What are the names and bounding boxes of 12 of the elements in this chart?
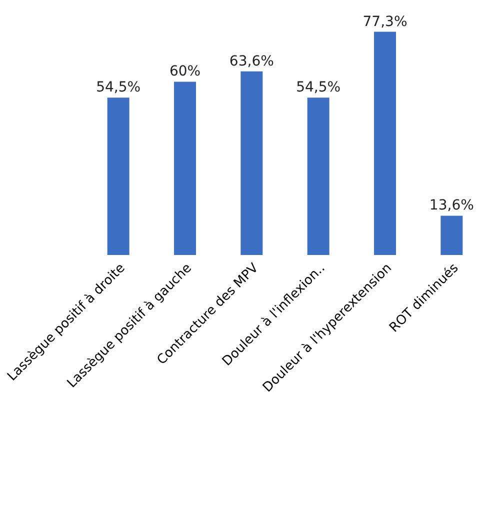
data-label: 60% <box>169 64 201 80</box>
data-label: 54,5% <box>296 80 341 96</box>
bar <box>440 216 463 255</box>
data-label: 77,3% <box>362 14 408 30</box>
bar <box>374 32 396 255</box>
data-label: 13,6% <box>429 198 474 214</box>
bar <box>107 98 130 255</box>
bar <box>307 98 330 255</box>
data-label: 54,5% <box>96 80 141 96</box>
bar <box>174 82 196 255</box>
data-label: 63,6% <box>229 53 274 70</box>
bar <box>240 71 263 255</box>
